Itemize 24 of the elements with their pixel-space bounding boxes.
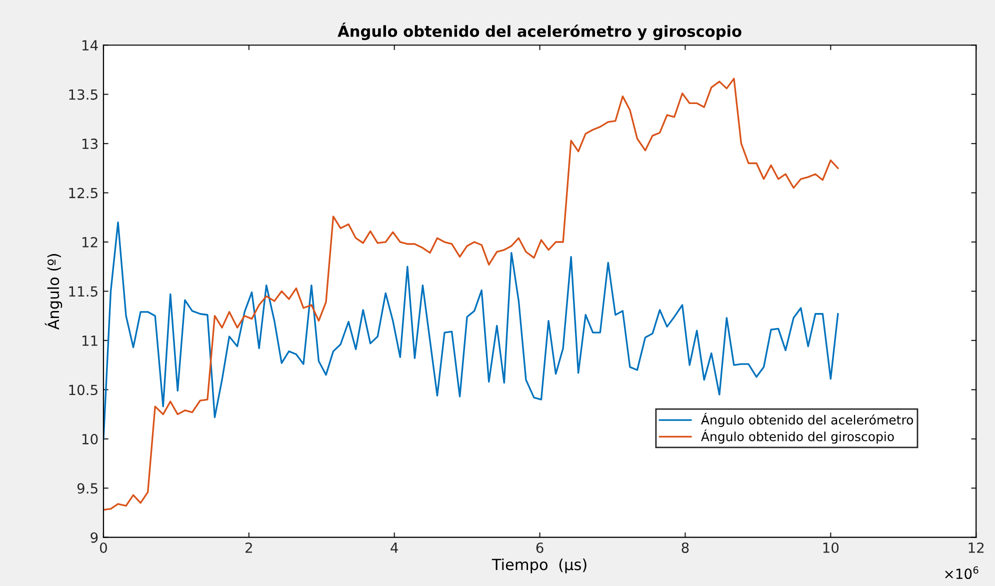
y-tick-label: 13: [82, 138, 98, 150]
y-tick-label: 12.5: [69, 188, 98, 198]
y-tick-label: 13.5: [69, 89, 98, 100]
legend-label: Ángulo obtenido del acelerómetro: [701, 412, 914, 428]
x-axis-title: Tiempo (μs): [492, 558, 586, 574]
y-tick-label: 9: [90, 532, 98, 543]
legend-label: Ángulo obtenido del giroscopio: [701, 430, 894, 444]
y-tick-label: 10: [82, 434, 98, 444]
y-tick-label: 14: [82, 40, 98, 50]
chart-title: Ángulo obtenido del acelerómetro y giroscopio: [338, 22, 742, 40]
x-tick-label: 0: [100, 542, 107, 553]
y-tick-label: 11: [82, 336, 98, 346]
x-tick-label: 8: [682, 542, 689, 553]
y-tick-label: 9.5: [77, 483, 98, 494]
x-tick-label: 4: [390, 542, 398, 553]
text: ×10$^{6}$: [945, 566, 978, 580]
y-axis-title: Ángulo (º): [44, 254, 62, 330]
x-tick-label: 6: [536, 542, 544, 553]
x-tick-label: 12: [968, 542, 984, 553]
x-tick-label: 10: [823, 542, 839, 553]
x-tick-label: 2: [246, 542, 252, 553]
y-tick-label: 10.5: [69, 384, 98, 396]
y-tick-label: 12: [82, 236, 98, 248]
y-tick-label: 11.5: [69, 286, 98, 297]
